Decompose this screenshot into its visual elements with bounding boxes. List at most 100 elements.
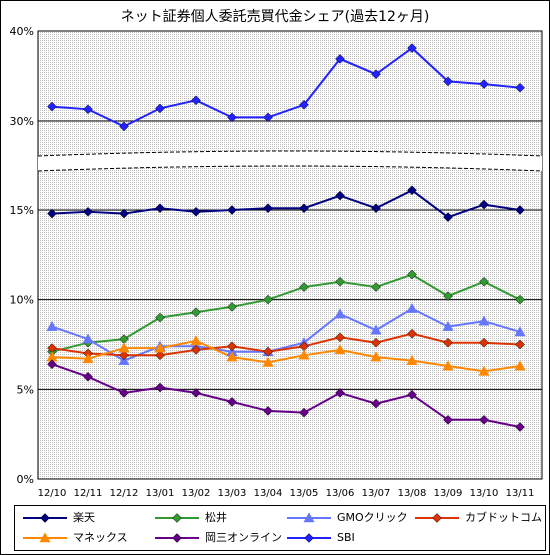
data-point [479, 414, 489, 425]
legend-swatch [23, 532, 67, 543]
data-point [39, 532, 51, 543]
data-point [407, 389, 417, 400]
data-point [407, 269, 417, 280]
data-point [515, 205, 525, 215]
x-tick-label: 13/02 [182, 488, 211, 499]
x-tick-label: 13/05 [290, 488, 319, 499]
data-point [335, 54, 345, 64]
legend-label: マネックス [73, 531, 128, 544]
data-point [371, 69, 381, 80]
data-point [155, 312, 165, 323]
data-point [262, 356, 274, 367]
data-point [119, 121, 129, 132]
data-point [443, 212, 453, 223]
data-point [303, 512, 315, 523]
legend-label: 楽天 [73, 511, 95, 524]
x-tick-label: 13/08 [398, 488, 427, 499]
chart-title: ネット証券個人委託売買代金シェア(過去12ヶ月) [120, 9, 430, 25]
data-point [514, 360, 526, 371]
data-point [407, 185, 417, 196]
x-tick-label: 12/12 [110, 488, 139, 499]
x-tick-label: 12/11 [74, 488, 103, 499]
data-point [479, 79, 489, 89]
data-point [432, 513, 442, 523]
legend-label: SBI [337, 531, 355, 544]
data-point [334, 308, 346, 319]
data-point [227, 112, 237, 123]
data-point [172, 513, 182, 523]
data-point [47, 208, 57, 219]
y-tick-label: 30% [10, 115, 34, 128]
data-point [443, 76, 453, 87]
data-point [263, 112, 273, 123]
data-point [191, 388, 201, 398]
data-point [443, 337, 453, 348]
data-point [47, 359, 57, 370]
data-point [191, 206, 201, 217]
x-tick-label: 13/03 [218, 488, 247, 499]
data-point [479, 199, 489, 210]
legend: 楽天 松井 GMOクリック カブドットコムマネックス 岡三オンライン SBI [14, 505, 546, 551]
data-point [304, 533, 314, 543]
data-point [47, 101, 57, 112]
data-point [40, 513, 50, 523]
legend-item: 岡三オンライン [155, 529, 282, 547]
legend-swatch [415, 513, 459, 523]
data-point [515, 422, 525, 432]
x-tick-label: 13/07 [362, 488, 391, 499]
data-point [83, 371, 93, 382]
y-tick-label: 10% [10, 294, 34, 307]
data-point [119, 350, 129, 361]
data-point [478, 365, 490, 376]
series-line [51, 307, 521, 362]
data-point [299, 203, 309, 214]
data-point [172, 533, 182, 543]
data-point [118, 342, 130, 353]
legend-label: カブドットコム [465, 511, 542, 524]
x-tick-label: 13/06 [326, 488, 355, 499]
series-line [51, 189, 521, 219]
data-point [514, 326, 526, 337]
data-point [442, 320, 454, 331]
data-point [442, 360, 454, 371]
data-point [443, 414, 453, 425]
data-point [515, 339, 525, 350]
data-point [370, 324, 382, 335]
x-tick-label: 13/10 [470, 488, 499, 499]
data-point [83, 104, 93, 115]
legend-item: 楽天 [23, 509, 95, 527]
data-point [443, 291, 453, 301]
data-point [191, 345, 201, 355]
data-point [82, 333, 94, 344]
data-point [227, 341, 237, 352]
data-point [190, 335, 202, 346]
data-point [370, 351, 382, 362]
data-point [263, 294, 273, 305]
series-line [51, 332, 521, 357]
legend-item: カブドットコム [415, 509, 542, 527]
legend-swatch [155, 533, 199, 543]
data-point [298, 349, 310, 360]
data-point [263, 346, 273, 357]
data-point [263, 405, 273, 416]
data-point [335, 276, 345, 287]
data-point [119, 208, 129, 219]
axis-break-line [37, 150, 543, 157]
legend-label: 松井 [205, 511, 227, 524]
data-point [227, 205, 237, 215]
x-tick-label: 13/09 [434, 488, 463, 499]
y-tick-label: 15% [10, 204, 34, 217]
axis-break-line [37, 165, 543, 172]
data-point [334, 344, 346, 355]
legend-label: GMOクリック [337, 511, 408, 524]
data-point [479, 276, 489, 287]
data-point [191, 307, 201, 318]
data-point [371, 203, 381, 214]
data-point [371, 398, 381, 409]
data-point [335, 332, 345, 343]
legend-item: SBI [287, 529, 355, 547]
data-point [407, 43, 417, 53]
data-point [335, 388, 345, 398]
legend-item: 松井 [155, 509, 227, 527]
